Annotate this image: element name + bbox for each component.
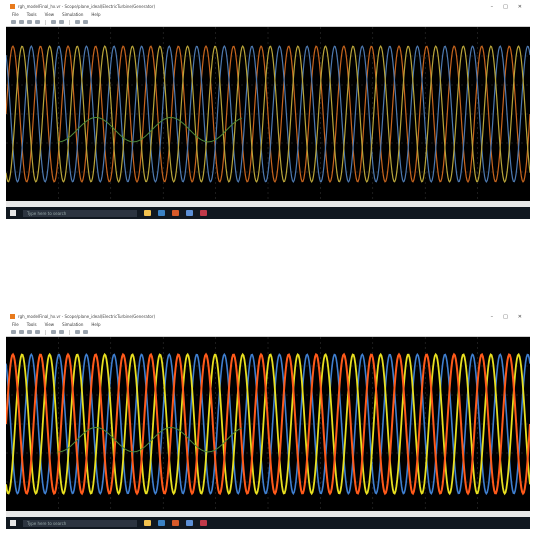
close-button[interactable]: ✕ bbox=[517, 3, 522, 10]
yellow-trace bbox=[6, 45, 530, 183]
orange-trace bbox=[6, 45, 530, 183]
status-bar bbox=[6, 201, 530, 207]
settings-icon[interactable] bbox=[11, 20, 16, 24]
taskbar-search[interactable]: Type here to search bbox=[23, 519, 137, 527]
matlab-scope-window-2: rgh_modelFinal_hx.vr - Scope/plane_ideal… bbox=[6, 312, 530, 529]
minimize-button[interactable]: – bbox=[490, 3, 494, 10]
matlab-taskbar-icon[interactable] bbox=[172, 520, 179, 526]
status-bar bbox=[6, 511, 530, 517]
window-title: rgh_modelFinal_hx.vr - Scope/plane_ideal… bbox=[18, 4, 156, 9]
start-icon[interactable] bbox=[10, 520, 16, 526]
app-icon[interactable] bbox=[200, 210, 207, 216]
menu-view[interactable]: View bbox=[44, 322, 55, 327]
blue-trace bbox=[6, 45, 530, 183]
orange-trace bbox=[6, 352, 530, 496]
word-icon[interactable] bbox=[186, 520, 193, 526]
zoom-icon[interactable] bbox=[51, 20, 56, 24]
toolbar-separator bbox=[69, 329, 70, 335]
menu-view[interactable]: View bbox=[44, 12, 55, 17]
cursor-icon[interactable] bbox=[75, 330, 80, 334]
matlab-icon bbox=[10, 314, 15, 319]
toolbar bbox=[6, 18, 530, 27]
browser-icon[interactable] bbox=[158, 210, 165, 216]
yellow-trace bbox=[6, 352, 530, 496]
menu-bar: File Tools View Simulation Help bbox=[6, 321, 530, 328]
scope-plot bbox=[6, 337, 530, 511]
maximize-button[interactable]: □ bbox=[503, 3, 508, 10]
windows-taskbar: Type here to search bbox=[6, 207, 530, 219]
windows-taskbar: Type here to search bbox=[6, 517, 530, 529]
start-icon[interactable] bbox=[10, 210, 16, 216]
matlab-taskbar-icon[interactable] bbox=[172, 210, 179, 216]
app-icon[interactable] bbox=[200, 520, 207, 526]
matlab-icon bbox=[10, 4, 15, 9]
browser-icon[interactable] bbox=[158, 520, 165, 526]
menu-help[interactable]: Help bbox=[91, 322, 101, 327]
step-icon[interactable] bbox=[27, 330, 32, 334]
settings-icon[interactable] bbox=[11, 330, 16, 334]
folder-icon[interactable] bbox=[144, 210, 151, 216]
menu-file[interactable]: File bbox=[12, 322, 19, 327]
close-button[interactable]: ✕ bbox=[517, 313, 522, 320]
folder-icon[interactable] bbox=[144, 520, 151, 526]
window-title: rgh_modelFinal_hx.vr - Scope/plane_ideal… bbox=[18, 314, 156, 319]
measure-icon[interactable] bbox=[83, 330, 88, 334]
autoscale-icon[interactable] bbox=[59, 20, 64, 24]
measure-icon[interactable] bbox=[83, 20, 88, 24]
blue-trace bbox=[6, 352, 530, 496]
scope-display[interactable] bbox=[6, 337, 530, 511]
menu-tools[interactable]: Tools bbox=[26, 12, 37, 17]
minimize-button[interactable]: – bbox=[490, 313, 494, 320]
title-bar: rgh_modelFinal_hx.vr - Scope/plane_ideal… bbox=[6, 312, 530, 321]
toolbar bbox=[6, 328, 530, 337]
autoscale-icon[interactable] bbox=[59, 330, 64, 334]
menu-help[interactable]: Help bbox=[91, 12, 101, 17]
scope-display[interactable] bbox=[6, 27, 530, 201]
step-icon[interactable] bbox=[27, 20, 32, 24]
stop-icon[interactable] bbox=[35, 20, 40, 24]
maximize-button[interactable]: □ bbox=[503, 313, 508, 320]
green-trace bbox=[58, 426, 242, 453]
scope-plot bbox=[6, 27, 530, 201]
title-bar: rgh_modelFinal_hx.vr - Scope/plane_ideal… bbox=[6, 2, 530, 11]
menu-bar: File Tools View Simulation Help bbox=[6, 11, 530, 18]
menu-simulation[interactable]: Simulation bbox=[62, 322, 84, 327]
run-icon[interactable] bbox=[19, 330, 24, 334]
green-trace bbox=[58, 116, 242, 143]
cursor-icon[interactable] bbox=[75, 20, 80, 24]
menu-simulation[interactable]: Simulation bbox=[62, 12, 84, 17]
matlab-scope-window-1: rgh_modelFinal_hx.vr - Scope/plane_ideal… bbox=[6, 2, 530, 219]
run-icon[interactable] bbox=[19, 20, 24, 24]
toolbar-separator bbox=[69, 19, 70, 25]
zoom-icon[interactable] bbox=[51, 330, 56, 334]
menu-tools[interactable]: Tools bbox=[26, 322, 37, 327]
stop-icon[interactable] bbox=[35, 330, 40, 334]
taskbar-search[interactable]: Type here to search bbox=[23, 209, 137, 217]
menu-file[interactable]: File bbox=[12, 12, 19, 17]
toolbar-separator bbox=[45, 329, 46, 335]
toolbar-separator bbox=[45, 19, 46, 25]
word-icon[interactable] bbox=[186, 210, 193, 216]
